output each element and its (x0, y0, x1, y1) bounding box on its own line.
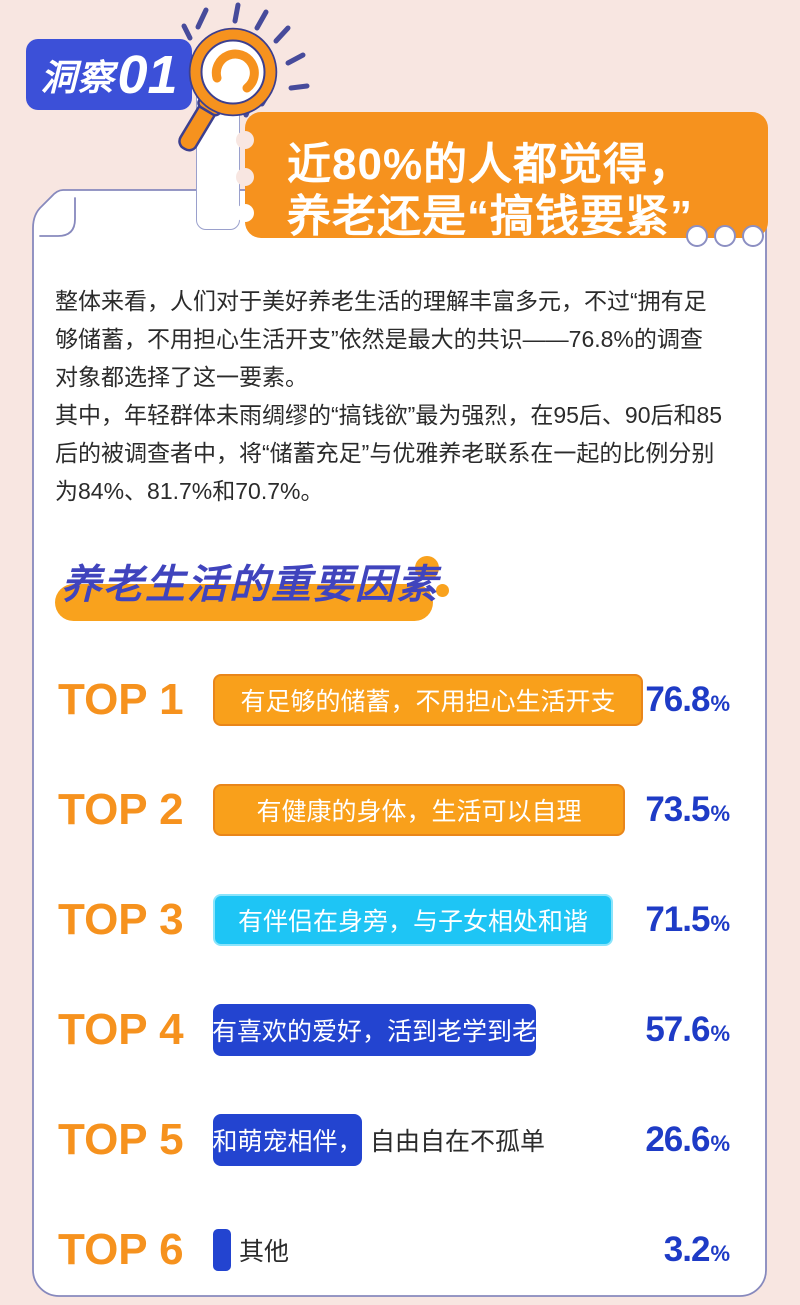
percent-number: 3.2 (663, 1230, 711, 1269)
rank-label: TOP 3 (58, 895, 184, 944)
folded-corner-icon (39, 197, 76, 237)
percent-number: 57.6 (645, 1010, 710, 1049)
intro-text: 整体来看，人们对于美好养老生活的理解丰富多元，不过“拥有足够储蓄，不用担心生活开… (55, 282, 723, 510)
ranking-bar: 有足够的储蓄，不用担心生活开支 (213, 674, 643, 726)
bar-label-inside: 有喜欢的爱好，活到老学到老 (212, 1018, 538, 1046)
ranking-bar: 有健康的身体，生活可以自理 (213, 784, 625, 836)
insight-badge: 洞察 01 (26, 39, 192, 110)
top-ranking-list: TOP 1 有足够的储蓄，不用担心生活开支 76.8% TOP 2 有健康的身体，生活可… (58, 645, 730, 1305)
scallop-notch (236, 168, 254, 186)
bar-label-inside: 有伴侣在身旁，与子女相处和谐 (237, 908, 588, 936)
rank-label: TOP 2 (58, 785, 184, 834)
ranking-bar: 和萌宠相伴， (212, 1114, 363, 1166)
section-title-banner: 养老生活的重要因素 (55, 550, 535, 630)
dot-decoration (436, 584, 449, 597)
bar-label-outside: 其他 (239, 1238, 290, 1266)
scallop-notch (236, 204, 254, 222)
percent-value: 71.5% (645, 900, 730, 940)
percent-value: 26.6% (645, 1120, 730, 1160)
percent-value: 57.6% (645, 1010, 730, 1050)
bar-label-outside: 自由自在不孤单 (370, 1128, 546, 1156)
bar-label-inside: 有健康的身体，生活可以自理 (256, 798, 582, 826)
percent-value: 3.2% (664, 1230, 730, 1270)
ranking-bar: 有伴侣在身旁，与子女相处和谐 (213, 894, 613, 946)
rank-label: TOP 4 (58, 1005, 184, 1054)
ranking-bar: 有喜欢的爱好，活到老学到老 (212, 1004, 538, 1056)
sticky-note (196, 44, 240, 230)
header-banner: 近80%的人都觉得， 养老还是“搞钱要紧” (236, 112, 768, 247)
dot-decoration (415, 556, 439, 580)
percent-number: 71.5 (645, 900, 710, 939)
top-row: TOP 6 其他 3.2% (58, 1195, 730, 1305)
dot-decoration (742, 225, 764, 247)
percent-sign: % (710, 801, 730, 826)
paragraph: 整体来看，人们对于美好养老生活的理解丰富多元，不过“拥有足够储蓄，不用担心生活开… (55, 288, 707, 390)
top-row: TOP 4 有喜欢的爱好，活到老学到老 57.6% (58, 975, 730, 1085)
percent-number: 26.6 (645, 1120, 710, 1159)
insight-badge-number: 01 (117, 44, 178, 105)
percent-number: 76.8 (645, 680, 710, 719)
rank-label: TOP 1 (58, 675, 184, 724)
percent-value: 76.8% (645, 680, 730, 720)
rank-label: TOP 6 (58, 1225, 184, 1274)
bar-label-inside: 和萌宠相伴， (212, 1128, 363, 1156)
percent-sign: % (710, 691, 730, 716)
insight-badge-label: 洞察 (40, 56, 115, 98)
percent-value: 73.5% (645, 790, 730, 830)
dot-decoration (714, 225, 736, 247)
title-highlight-pill (55, 584, 433, 621)
top-row: TOP 2 有健康的身体，生活可以自理 73.5% (58, 755, 730, 865)
top-row: TOP 5 和萌宠相伴， 自由自在不孤单 26.6% (58, 1085, 730, 1195)
percent-sign: % (710, 911, 730, 936)
scallop-notch (236, 131, 254, 149)
percent-sign: % (710, 1131, 730, 1156)
section-title: 养老生活的重要因素 (61, 563, 439, 607)
percent-sign: % (710, 1241, 730, 1266)
percent-sign: % (710, 1021, 730, 1046)
dot-decoration (686, 225, 708, 247)
paragraph: 其中，年轻群体未雨绸缪的“搞钱欲”最为强烈，在95后、90后和85后的被调查者中… (55, 402, 723, 504)
rank-label: TOP 5 (58, 1115, 184, 1164)
ranking-bar (213, 1229, 231, 1271)
banner-title-line2: 养老还是“搞钱要紧” (287, 192, 693, 241)
top-row: TOP 1 有足够的储蓄，不用担心生活开支 76.8% (58, 645, 730, 755)
bar-label-inside: 有足够的储蓄，不用担心生活开支 (240, 688, 616, 716)
top-row: TOP 3 有伴侣在身旁，与子女相处和谐 71.5% (58, 865, 730, 975)
percent-number: 73.5 (645, 790, 710, 829)
banner-title-line1: 近80%的人都觉得， (287, 140, 694, 189)
